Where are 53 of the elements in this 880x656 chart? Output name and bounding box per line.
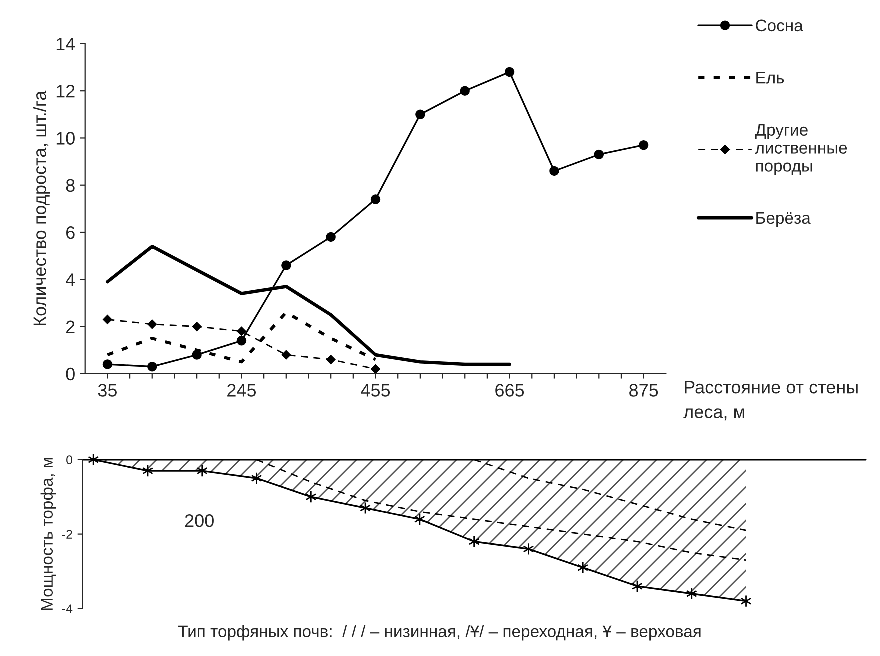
point — [468, 536, 480, 548]
x-tick-label: 35 — [98, 384, 117, 397]
point — [578, 562, 589, 574]
point — [306, 490, 317, 504]
y-tick-label: -4 — [62, 604, 73, 614]
x-tick-label: 455 — [361, 384, 390, 397]
point — [740, 595, 752, 608]
y-tick-label: 6 — [66, 226, 75, 240]
x-tick-label: 665 — [496, 384, 524, 397]
y-tick-label: -2 — [62, 530, 72, 539]
point — [196, 464, 208, 478]
point — [326, 232, 336, 242]
y-tick-label: 4 — [66, 274, 76, 286]
point — [416, 110, 426, 120]
x-axis-title: Расстояние от стены леса, м — [684, 381, 858, 421]
point — [251, 472, 262, 485]
point — [103, 315, 112, 324]
y-axis-title: Мощность торфа, м — [40, 458, 56, 610]
point — [523, 542, 534, 556]
point — [371, 364, 380, 374]
y-axis-title: Количество подроста, шт./га — [33, 90, 50, 326]
y-tick-label: 10 — [56, 132, 75, 145]
point — [326, 355, 336, 364]
x-tick-label: 245 — [228, 384, 256, 397]
point — [594, 150, 604, 160]
point — [638, 140, 649, 150]
y-tick-label: 12 — [56, 85, 75, 98]
point — [504, 67, 515, 78]
y-tick-label: 14 — [56, 38, 76, 50]
legend-label: Другие лиственные породы — [755, 124, 848, 176]
point — [414, 513, 426, 526]
point — [460, 86, 470, 96]
point — [282, 350, 292, 360]
point — [236, 336, 247, 346]
y-tick-label: 0 — [66, 456, 73, 465]
point — [148, 362, 158, 372]
x-tick-label: 875 — [630, 384, 658, 397]
legend-label: Сосна — [756, 20, 804, 32]
point — [102, 360, 113, 370]
annotation: 200 — [185, 514, 214, 528]
point — [370, 194, 381, 204]
point — [148, 320, 157, 330]
point — [686, 588, 698, 600]
text: Тип торфяных почв: / / / – низинная, /Ұ/ – переходная, Ұ – верховая — [178, 625, 701, 641]
y-tick-label: 0 — [66, 368, 75, 381]
y-tick-label: 8 — [66, 179, 75, 192]
legend-label: Ель — [756, 72, 784, 84]
y-tick-label: 2 — [66, 320, 75, 334]
legend-label: Берёза — [756, 212, 811, 228]
point — [282, 260, 292, 270]
point — [192, 322, 202, 332]
point — [237, 326, 246, 336]
point — [550, 166, 560, 176]
